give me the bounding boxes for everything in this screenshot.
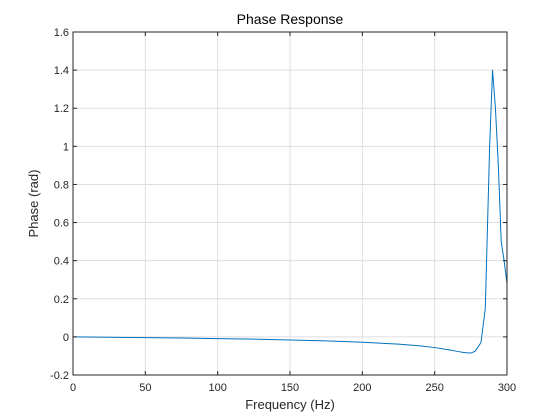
y-tick-label: 0.8 [54, 179, 69, 191]
x-tick-label: 50 [139, 382, 151, 394]
x-axis-label: Frequency (Hz) [245, 397, 335, 412]
chart-title: Phase Response [237, 11, 344, 27]
series-line [72, 69, 508, 354]
y-tick-label: 1.6 [54, 27, 69, 39]
x-tick-label: 150 [281, 382, 299, 394]
y-tick-label: 0 [63, 332, 69, 344]
grid-lines [73, 32, 507, 375]
y-tick-label: 0.2 [54, 294, 69, 306]
y-tick-label: 0.4 [54, 256, 69, 268]
y-axis-label: Phase (rad) [26, 170, 41, 238]
y-tick-label: 1.4 [54, 65, 69, 77]
y-tick-label: 0.6 [54, 218, 69, 230]
x-tick-label: 200 [353, 382, 371, 394]
y-tick-label: 1 [63, 141, 69, 153]
x-tick-label: 0 [70, 382, 76, 394]
y-tick-label: 1.2 [54, 103, 69, 115]
y-tick-label: -0.2 [50, 370, 69, 382]
tick-marks [72, 31, 508, 376]
x-tick-label: 300 [498, 382, 516, 394]
x-tick-label: 250 [425, 382, 443, 394]
series-layer [72, 69, 508, 354]
tick-labels: 0 50 100 150 200 250 300-0.200.20.40.60.811.21… [50, 27, 516, 394]
x-tick-label: 100 [208, 382, 226, 394]
